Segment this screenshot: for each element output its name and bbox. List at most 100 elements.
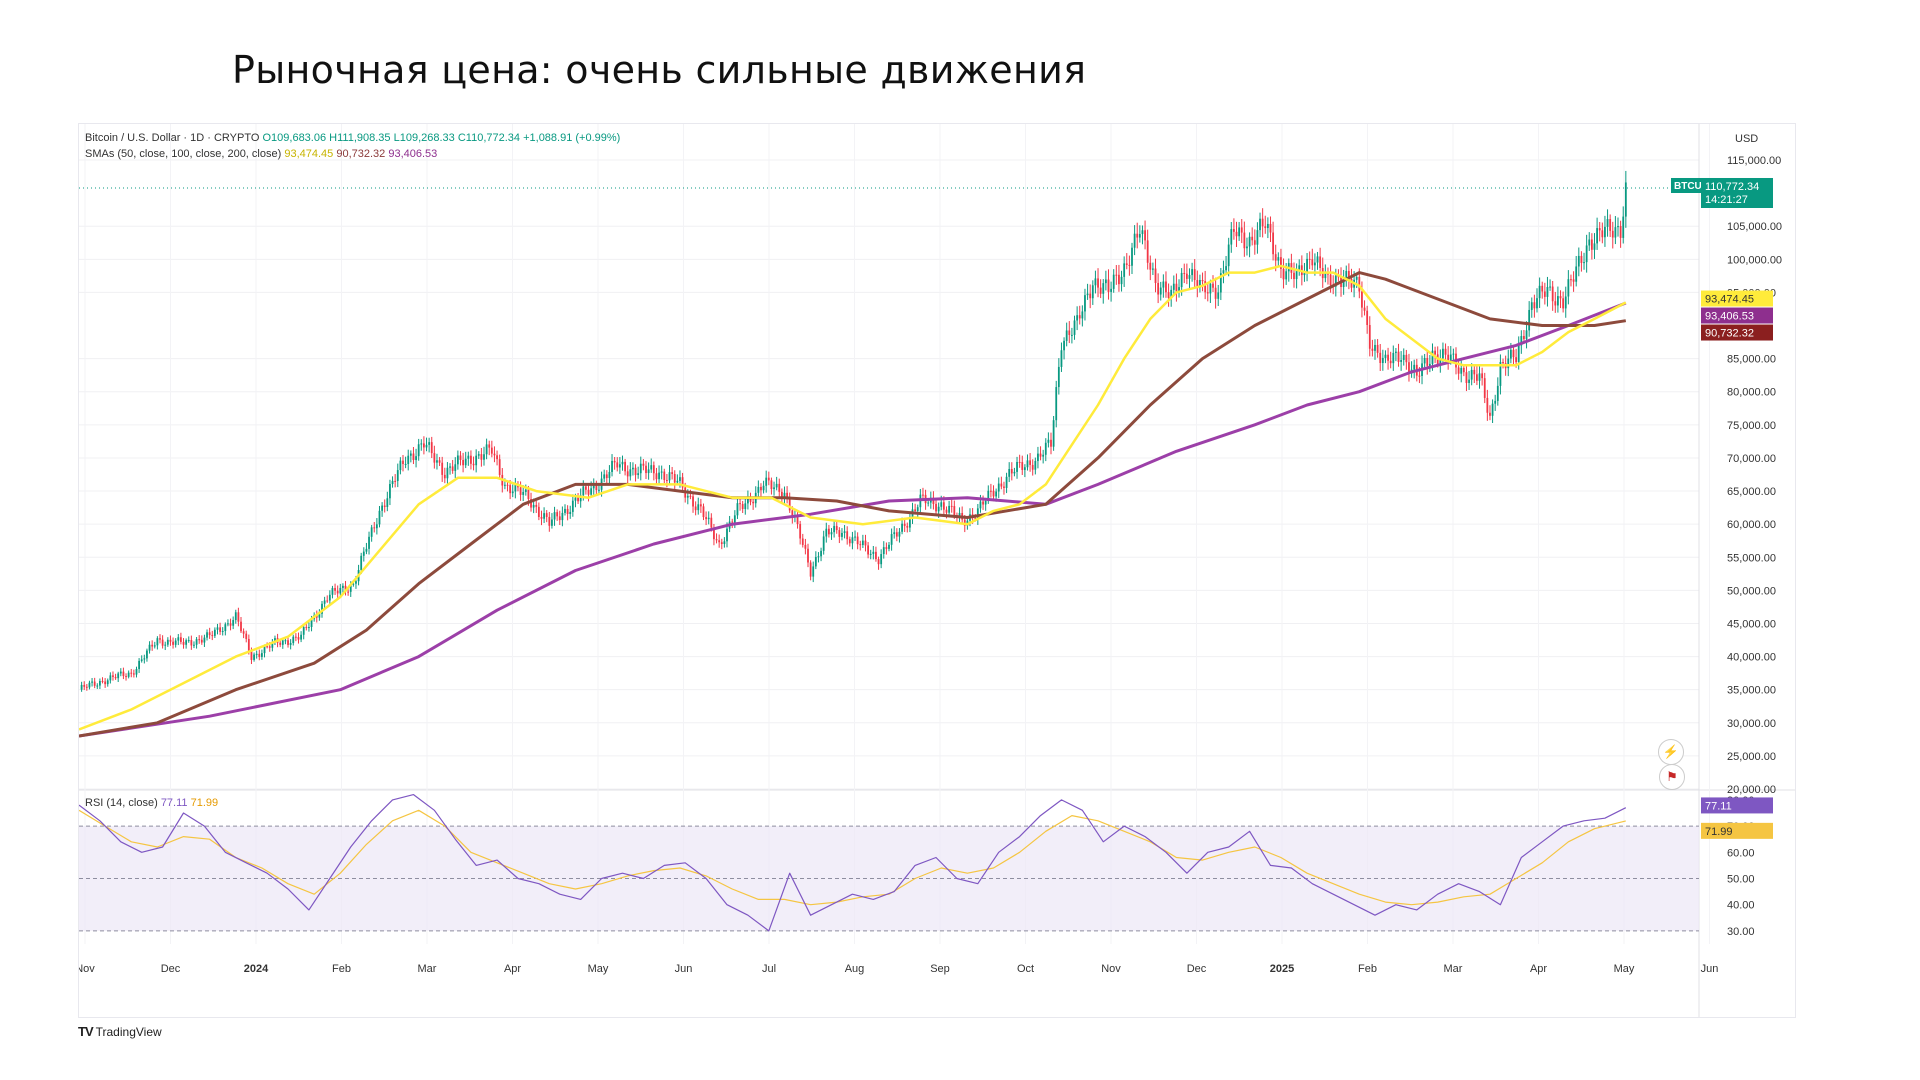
candle-body	[119, 671, 122, 674]
candle-body	[1442, 348, 1444, 359]
candle-body	[561, 512, 564, 521]
candle-body	[1554, 301, 1557, 306]
candle-body	[407, 455, 410, 464]
candle-body	[1509, 349, 1512, 359]
sma50-line	[78, 264, 1627, 731]
candle-body	[342, 585, 344, 588]
candle-body	[122, 671, 125, 677]
candle-body	[587, 489, 590, 495]
candle-body	[177, 637, 180, 641]
candle-body	[172, 641, 174, 645]
low-value: L109,268.33	[393, 132, 455, 144]
sma-lines	[78, 187, 1699, 738]
candle-body	[438, 460, 441, 463]
candle-body	[391, 480, 394, 485]
candle-body	[812, 566, 815, 577]
candle-body	[942, 502, 945, 510]
candle-body	[211, 635, 214, 637]
candle-body	[715, 539, 718, 541]
candle-body	[598, 489, 600, 491]
candle-body	[1308, 258, 1311, 260]
candle-body	[574, 497, 577, 501]
candle-body	[710, 517, 713, 528]
candle-body	[1355, 276, 1358, 280]
candle-body	[775, 483, 778, 488]
price-chart-svg[interactable]: 115,000.00105,000.00100,000.0095,000.008…	[75, 124, 1795, 1017]
candle-body	[922, 494, 924, 496]
candle-body	[770, 480, 773, 490]
time-tick-label: 2024	[244, 963, 269, 975]
candle-body	[449, 466, 451, 468]
candle-body	[1060, 350, 1063, 367]
candle-body	[1481, 373, 1484, 379]
candle-body	[117, 673, 120, 679]
candle-body	[1374, 344, 1376, 351]
candle-body	[1272, 232, 1274, 255]
candle-body	[527, 489, 530, 500]
candle-body	[127, 672, 130, 677]
rsi-value: 77.11	[160, 797, 188, 809]
candle-body	[1520, 336, 1523, 346]
candle-body	[219, 627, 221, 632]
candle-body	[1131, 247, 1133, 266]
candle-body	[436, 460, 438, 463]
axis-labels: 115,000.00105,000.00100,000.0095,000.008…	[75, 133, 1782, 975]
candle-body	[91, 681, 93, 683]
candle-body	[1031, 464, 1034, 470]
candle-body	[1110, 288, 1112, 292]
candle-body	[1107, 279, 1110, 292]
candle-body	[1277, 257, 1280, 261]
flag-icon[interactable]: ⚑	[1659, 764, 1685, 790]
candle-body	[1361, 291, 1363, 308]
lightning-icon[interactable]: ⚡	[1658, 739, 1684, 765]
candle-body	[658, 472, 660, 480]
candle-body	[1368, 324, 1371, 349]
tradingview-logo[interactable]: TV TradingView	[78, 1024, 162, 1039]
candle-body	[663, 471, 666, 481]
candle-body	[1204, 281, 1207, 293]
slide-title: Рыночная цена: очень сильные движения	[232, 48, 1087, 92]
candle-body	[1596, 228, 1598, 244]
candle-body	[1180, 272, 1183, 288]
time-tick-label: Mar	[418, 963, 437, 975]
candle-body	[1146, 240, 1149, 263]
candle-body	[1172, 283, 1175, 290]
candle-body	[522, 491, 525, 495]
candle-body	[1431, 350, 1434, 364]
candle-body	[726, 528, 728, 542]
candle-body	[1543, 291, 1546, 297]
candle-body	[174, 640, 177, 645]
candle-body	[1023, 467, 1026, 470]
candle-body	[903, 523, 906, 526]
candle-body	[1209, 283, 1212, 294]
candle-body	[1154, 268, 1157, 283]
candle-body	[1329, 274, 1332, 286]
candle-body	[153, 645, 156, 647]
candle-body	[326, 600, 329, 602]
candle-body	[227, 623, 229, 625]
candle-body	[1206, 292, 1209, 294]
candle-body	[1102, 283, 1105, 294]
candle-body	[605, 474, 608, 479]
candle-body	[509, 485, 512, 494]
sma-label: SMAs (50, close, 100, close, 200, close)	[85, 148, 282, 160]
candle-body	[948, 505, 950, 513]
candle-body	[456, 455, 459, 465]
instrument-label: Bitcoin / U.S. Dollar · 1D · CRYPTO	[85, 132, 260, 144]
candle-body	[1000, 483, 1003, 487]
candle-body	[767, 477, 770, 481]
candle-body	[1144, 230, 1146, 241]
candle-body	[99, 680, 101, 686]
candle-body	[817, 556, 820, 558]
candle-body	[1611, 230, 1614, 238]
candle-body	[671, 472, 674, 475]
candle-body	[182, 641, 185, 645]
chart-panel[interactable]: 115,000.00105,000.00100,000.0095,000.008…	[75, 123, 1796, 1018]
candle-body	[493, 453, 496, 456]
candle-body	[1042, 454, 1045, 457]
candle-body	[814, 557, 817, 567]
sma-legend: SMAs (50, close, 100, close, 200, close)…	[85, 148, 437, 160]
candle-body	[1342, 279, 1345, 287]
price-tick-label: 100,000.00	[1727, 254, 1782, 266]
candle-body	[213, 629, 216, 636]
